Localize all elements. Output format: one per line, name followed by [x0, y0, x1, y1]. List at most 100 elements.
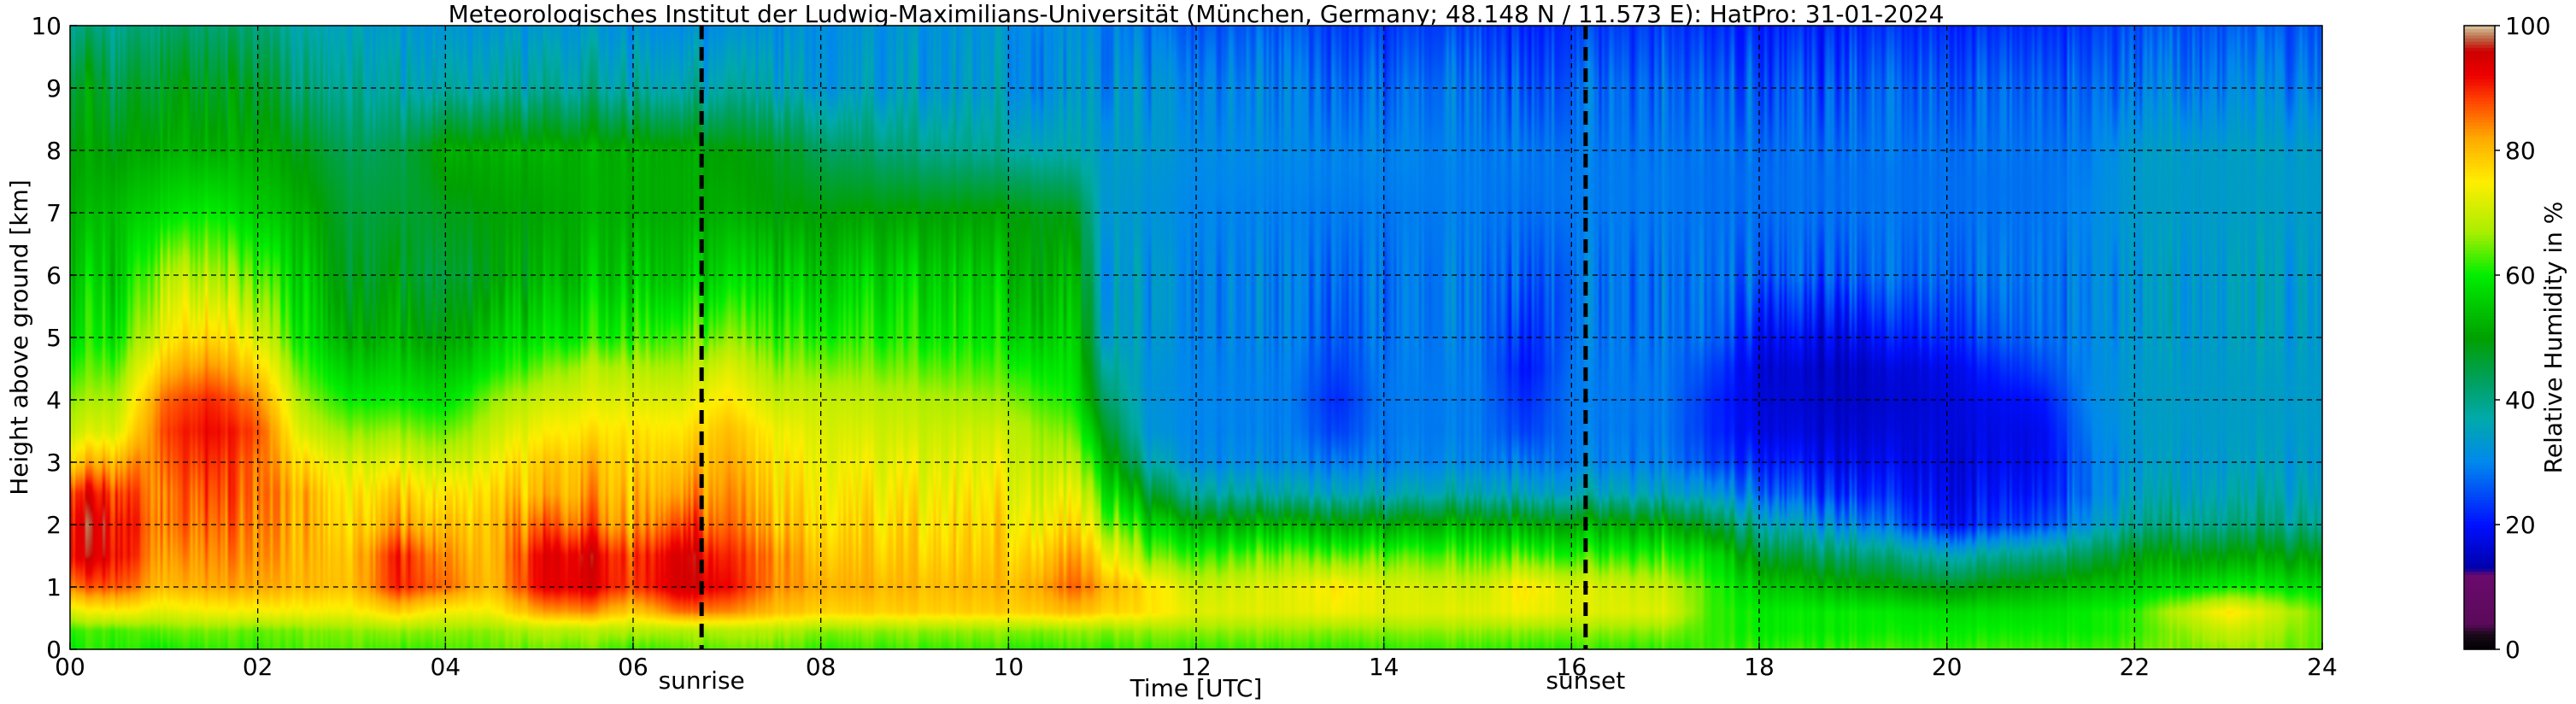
plot-area: sunrise sunset	[69, 25, 2323, 695]
colorbar-segment	[2464, 219, 2495, 223]
colorbar-segment	[2464, 200, 2495, 204]
colorbar-segment	[2464, 595, 2495, 601]
colorbar-segment	[2464, 187, 2495, 192]
y-tick-label: 4	[46, 386, 62, 414]
colorbar-segment	[2464, 296, 2495, 301]
x-tick-label: 06	[618, 653, 648, 681]
colorbar-segment	[2464, 247, 2495, 251]
colorbar-segment	[2464, 153, 2495, 157]
colorbar-segment	[2464, 85, 2495, 89]
colorbar-ticks: 0 20 40 60 80 100	[2495, 12, 2550, 664]
colorbar-segment	[2464, 41, 2495, 45]
colorbar-segment	[2464, 642, 2495, 647]
colorbar-segment	[2464, 334, 2495, 338]
colorbar-segment	[2464, 406, 2495, 410]
y-tick-label: 1	[46, 573, 62, 601]
colorbar-segment	[2464, 425, 2495, 429]
colorbar-segment	[2464, 521, 2495, 525]
x-tick-label: 22	[2120, 653, 2151, 681]
sunset-label: sunset	[1546, 666, 1625, 695]
colorbar-segment	[2464, 434, 2495, 438]
colorbar-segment	[2464, 418, 2495, 423]
colorbar-segment	[2464, 162, 2495, 167]
colorbar-tick-label: 20	[2505, 511, 2536, 539]
colorbar-segment	[2464, 272, 2495, 276]
colorbar-segment	[2464, 480, 2495, 485]
colorbar-tick-label: 40	[2505, 386, 2536, 414]
colorbar-segment	[2464, 32, 2495, 36]
y-tick-label: 10	[31, 12, 62, 40]
colorbar-segment	[2464, 144, 2495, 148]
colorbar-segment	[2464, 387, 2495, 391]
colorbar-segment	[2464, 147, 2495, 151]
colorbar-segment	[2464, 28, 2495, 32]
colorbar-segment	[2464, 213, 2495, 217]
colorbar-segment	[2464, 474, 2495, 478]
colorbar-segment	[2464, 72, 2495, 76]
colorbar-segment	[2464, 138, 2495, 142]
colorbar-segment	[2464, 518, 2495, 522]
colorbar-segment	[2464, 587, 2495, 591]
x-tick-label: 14	[1369, 653, 1399, 681]
x-tick-label: 02	[243, 653, 273, 681]
y-tick-label: 8	[46, 137, 62, 165]
colorbar-segment	[2464, 259, 2495, 263]
colorbar-segment	[2464, 159, 2495, 164]
colorbar-segment	[2464, 343, 2495, 348]
colorbar-segment	[2464, 234, 2495, 238]
colorbar-segment	[2464, 353, 2495, 357]
colorbar-segment	[2464, 427, 2495, 432]
colorbar-segment	[2464, 508, 2495, 513]
colorbar-segment	[2464, 440, 2495, 444]
chart-title: Meteorologisches Institut der Ludwig-Max…	[449, 0, 1945, 28]
colorbar-segment	[2464, 337, 2495, 342]
colorbar-segment	[2464, 555, 2495, 560]
colorbar-segment	[2464, 455, 2495, 460]
colorbar-segment	[2464, 197, 2495, 201]
colorbar-segment	[2464, 50, 2495, 55]
colorbar-segment	[2464, 262, 2495, 267]
colorbar-tick-label: 100	[2505, 12, 2550, 40]
colorbar-segment	[2464, 181, 2495, 185]
colorbar-segment	[2464, 415, 2495, 419]
colorbar-segment	[2464, 640, 2495, 644]
colorbar-segment	[2464, 113, 2495, 117]
colorbar-segment	[2464, 26, 2495, 30]
colorbar-segment	[2464, 552, 2495, 557]
colorbar-segment	[2464, 346, 2495, 351]
event-markers: sunrise sunset	[659, 26, 1625, 695]
colorbar-segment	[2464, 465, 2495, 469]
x-tick-label: 20	[1932, 653, 1963, 681]
colorbar-segment	[2464, 119, 2495, 123]
colorbar-segment	[2464, 512, 2495, 516]
colorbar-segment	[2464, 612, 2495, 616]
x-tick-label: 08	[806, 653, 836, 681]
colorbar-segment	[2464, 309, 2495, 314]
colorbar-segment	[2464, 362, 2495, 367]
colorbar-segment	[2464, 287, 2495, 291]
colorbar-segment	[2464, 431, 2495, 435]
colorbar-segment	[2464, 359, 2495, 363]
x-tick-label: 04	[431, 653, 461, 681]
colorbar-segment	[2464, 527, 2495, 531]
colorbar-segment	[2464, 471, 2495, 476]
colorbar-segment	[2464, 206, 2495, 210]
colorbar-segment	[2464, 349, 2495, 354]
colorbar-tick-label: 60	[2505, 261, 2536, 290]
colorbar-segment	[2464, 400, 2495, 404]
colorbar-segment	[2464, 499, 2495, 504]
colorbar-segment	[2464, 506, 2495, 510]
colorbar-segment	[2464, 459, 2495, 463]
colorbar-segment	[2464, 421, 2495, 425]
colorbar-segment	[2464, 599, 2495, 603]
colorbar-segment	[2464, 240, 2495, 245]
colorbar-segment	[2464, 81, 2495, 85]
colorbar-segment	[2464, 194, 2495, 198]
colorbar-segment	[2464, 515, 2495, 519]
colorbar-segment	[2464, 225, 2495, 229]
colorbar-segment	[2464, 390, 2495, 395]
colorbar-segment	[2464, 191, 2495, 195]
colorbar-segment	[2464, 608, 2495, 613]
colorbar-segment	[2464, 468, 2495, 472]
colorbar-segment	[2464, 203, 2495, 208]
